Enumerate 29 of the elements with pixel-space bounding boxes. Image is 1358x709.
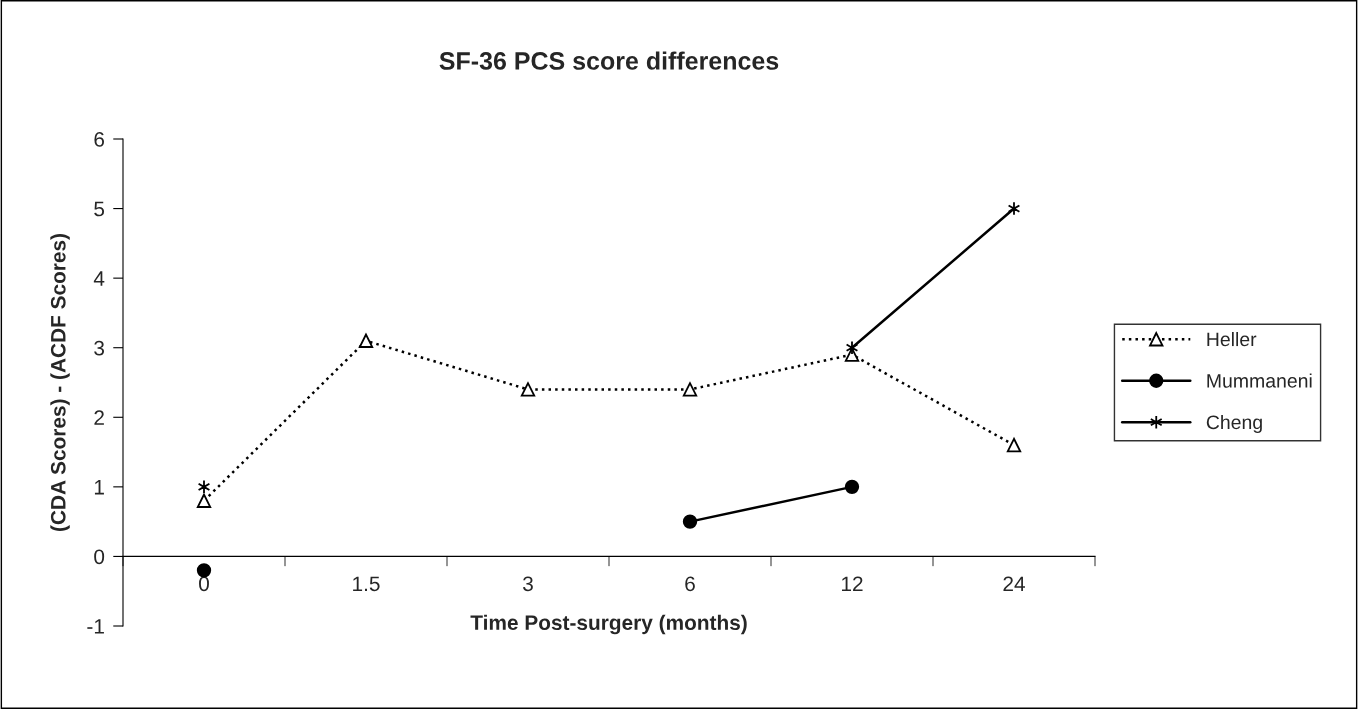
point	[844, 479, 860, 495]
x-tick-label: 1.5	[353, 576, 380, 592]
x-tick-label: 24	[1003, 576, 1025, 591]
y-tick-label: 1	[94, 480, 104, 495]
y-tick-label: 0	[94, 549, 105, 565]
legend-label: Cheng	[1206, 414, 1262, 434]
x-axis-title: Time Post-surgery (months)	[470, 614, 747, 635]
y-tick-label: 4	[93, 271, 105, 286]
y-tick-label: -1	[87, 619, 104, 634]
legend-label: Heller	[1207, 331, 1257, 347]
point	[520, 382, 536, 397]
chart-title: SF-36 PCS score differences	[439, 51, 779, 70]
y-tick-label: 2	[94, 410, 104, 425]
point	[196, 493, 212, 508]
point	[358, 333, 374, 348]
y-axis-title: (CDA Scores) - (ACDF Scores)	[50, 234, 70, 531]
x-tick-label: 3	[523, 576, 533, 592]
x-tick-label: 0	[199, 576, 209, 592]
y-tick-label: 3	[94, 340, 105, 356]
y-tick-label: 6	[94, 132, 105, 147]
x-tick-label: 6	[685, 576, 695, 592]
x-tick-label: 12	[842, 576, 863, 591]
y-tick-label: 5	[94, 201, 105, 217]
point	[682, 382, 698, 397]
point	[196, 563, 212, 578]
legend-label: Mummaneni	[1207, 373, 1312, 388]
point	[1006, 437, 1022, 453]
point	[682, 514, 698, 529]
point	[845, 340, 859, 355]
